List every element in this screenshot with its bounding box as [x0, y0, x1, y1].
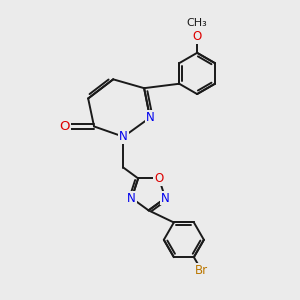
Text: O: O — [154, 172, 164, 185]
Text: CH₃: CH₃ — [187, 18, 208, 28]
Text: N: N — [146, 111, 154, 124]
Text: Br: Br — [195, 264, 208, 277]
Text: N: N — [161, 192, 170, 205]
Text: N: N — [119, 130, 128, 143]
Text: O: O — [59, 120, 70, 133]
Text: O: O — [193, 30, 202, 43]
Text: N: N — [128, 192, 136, 205]
